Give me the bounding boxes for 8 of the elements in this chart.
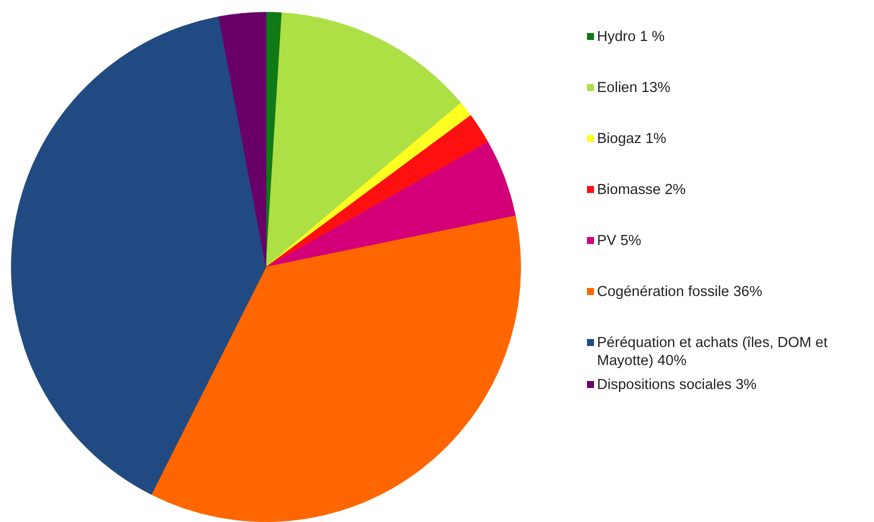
legend-label: Biomasse 2% [597, 181, 686, 199]
legend-label: Dispositions sociales 3% [597, 376, 757, 394]
legend-label: PV 5% [597, 232, 642, 250]
legend-label: Eolien 13% [597, 79, 670, 97]
legend-label: Biogaz 1% [597, 130, 666, 148]
legend-label: Péréquation et achats (îles, DOM et Mayotte) 40% [597, 334, 828, 370]
legend-label: Cogénération fossile 36% [597, 283, 762, 301]
legend-label: Hydro 1 % [597, 28, 665, 46]
